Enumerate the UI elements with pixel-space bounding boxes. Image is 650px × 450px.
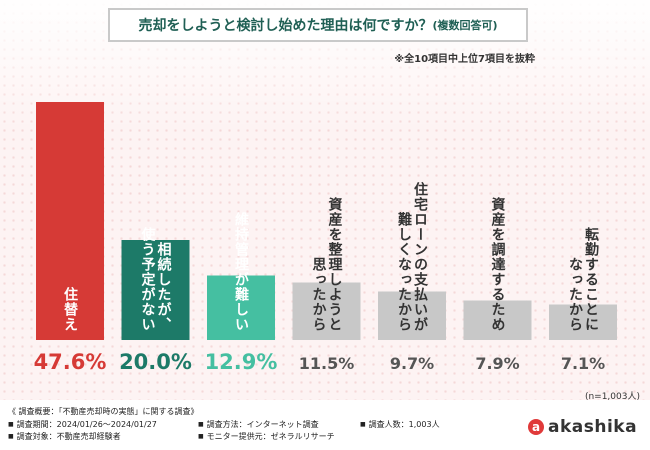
value-label-6: 7.9% (475, 354, 519, 373)
category-label-2-line-1: 相続したが、 (156, 241, 172, 332)
value-label-2: 20.0% (119, 350, 192, 374)
survey-subject: 調査対象：不動産売却経験者 (8, 431, 121, 442)
bar-3 (207, 275, 275, 340)
value-label-1: 47.6% (34, 350, 107, 374)
bar-5 (378, 291, 446, 340)
category-label-4-line-2: 思ったから (311, 257, 327, 332)
survey-overview: 《 調査概要：「不動産売却時の実態」に関する調査》 (8, 407, 199, 416)
category-label-7-line-2: なったから (567, 257, 583, 332)
category-label-6-line-1: 資産を調達するため (490, 196, 506, 332)
value-label-5: 9.7% (390, 354, 434, 373)
survey-method: 調査方法：インターネット調査 (198, 419, 319, 430)
survey-respondents: 調査人数：1,003人 (360, 419, 440, 430)
bar-7 (549, 304, 617, 340)
survey-provider: モニター提供元：ゼネラルリサーチ (198, 431, 335, 442)
akashika-logo: a akashika (528, 416, 637, 438)
category-label-2-line-2: 使う予定がない (140, 226, 157, 332)
value-label-3: 12.9% (205, 350, 278, 374)
category-label-5-line-2: 難しくなったから (396, 211, 412, 332)
logo-text: akashika (548, 417, 638, 437)
category-label-3-line-1: 維持管理が難しい (233, 211, 249, 332)
category-label-7-line-1: 転勤することに (583, 226, 599, 332)
value-label-4: 11.5% (299, 354, 355, 373)
bar-4 (292, 282, 361, 340)
chart-title-text: 売却をしようと検討し始めた理由は何ですか？ (138, 18, 433, 34)
chart-title-suffix: (複数回答可) (432, 19, 498, 32)
bar-6 (463, 300, 532, 340)
bar-2 (121, 240, 190, 340)
value-label-7: 7.1% (561, 354, 605, 373)
chart-title: 売却をしようと検討し始めた理由は何ですか？ (複数回答可) (108, 8, 528, 42)
chart-note: ※全10項目中上位7項目を抜粋 (394, 54, 535, 65)
bar-1 (36, 102, 104, 340)
sample-size: (n=1,003人) (584, 392, 640, 402)
survey-period: 調査期間：2024/01/26～2024/01/27 (8, 419, 157, 430)
category-label-4-line-1: 資産を整理しようと (327, 196, 344, 332)
logo-mark-icon: a (528, 419, 544, 435)
bar-chart: 住替え 47.6% 相続したが、使う予定がない 20.0% 維持管理が難しい 12.9% 資… (34, 102, 617, 374)
category-label-1-line-1: 住替え (62, 286, 78, 332)
category-label-5-line-1: 住宅ローンの支払いが (412, 181, 429, 332)
